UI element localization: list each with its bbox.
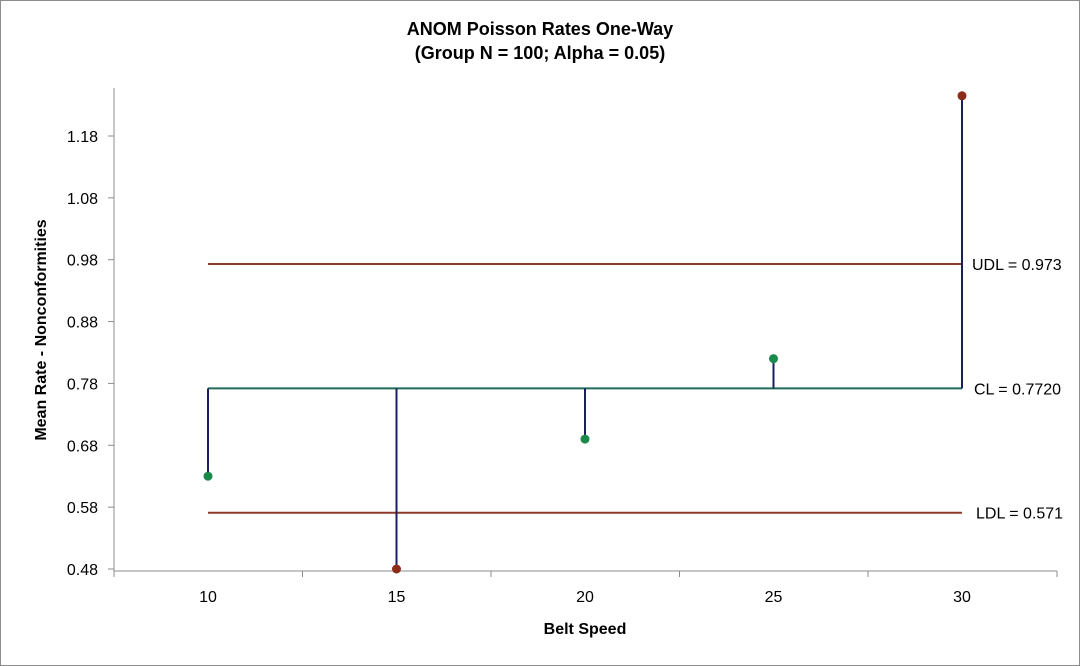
y-tick-label: 0.48	[67, 562, 98, 579]
data-point	[580, 434, 590, 444]
y-tick-label: 0.88	[67, 315, 98, 332]
plot-area: 0.48 0.58 0.68 0.78 0.88 0.98 1.08 1.18 10 15 20 25…	[67, 88, 1063, 606]
x-tick-label: 20	[576, 589, 594, 606]
data-point	[203, 471, 213, 481]
x-tick-label: 30	[953, 589, 971, 606]
data-point	[392, 564, 401, 574]
center-line-label: CL = 0.7720	[974, 381, 1061, 398]
y-tick-label: 0.78	[67, 376, 98, 393]
data-point	[957, 91, 967, 101]
chart-title: ANOM Poisson Rates One-Way	[407, 19, 673, 39]
y-axis-title: Mean Rate - Nonconformities	[33, 219, 50, 440]
x-axis-title: Belt Speed	[544, 621, 627, 638]
y-tick-label: 0.98	[67, 253, 98, 270]
x-tick-label: 10	[199, 589, 217, 606]
chart-subtitle: (Group N = 100; Alpha = 0.05)	[415, 43, 665, 63]
upper-limit-label: UDL = 0.973	[972, 257, 1062, 274]
y-tick-label: 0.68	[67, 438, 98, 455]
lower-limit-label: LDL = 0.571	[976, 506, 1063, 523]
x-tick-label: 15	[388, 589, 406, 606]
data-point	[769, 354, 778, 364]
y-tick-label: 0.58	[67, 500, 98, 517]
y-tick-label: 1.08	[67, 191, 98, 208]
y-tick-label: 1.18	[67, 129, 98, 146]
x-tick-label: 25	[765, 589, 783, 606]
